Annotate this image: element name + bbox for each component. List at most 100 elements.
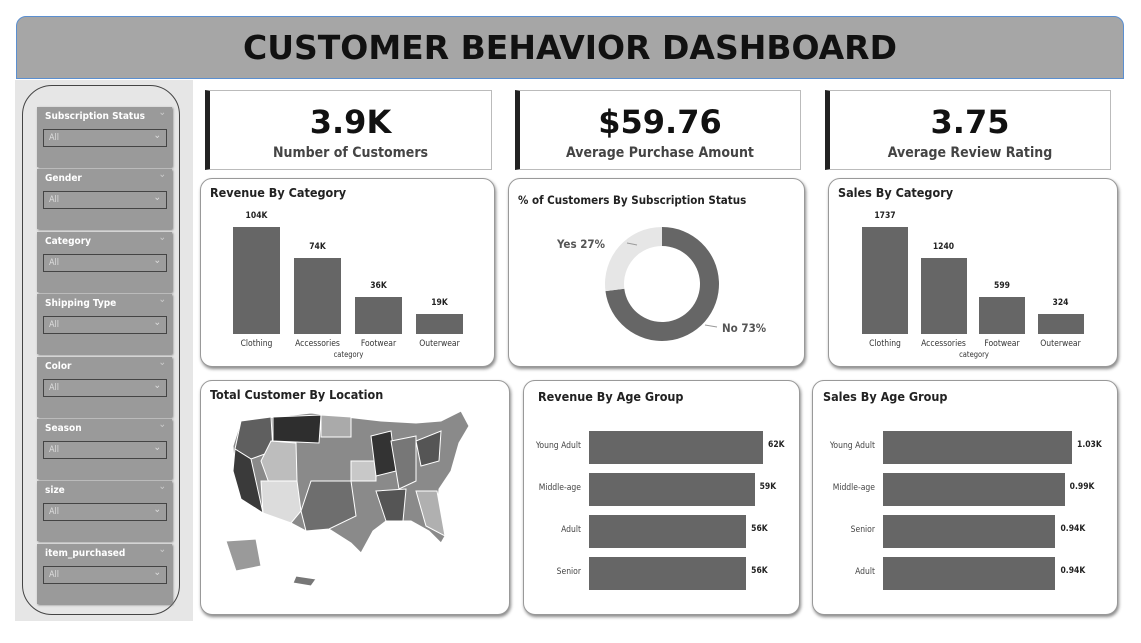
chart-title: Sales By Age Group [823, 389, 948, 404]
sales-by-age-chart[interactable]: Sales By Age Group Young Adult 1.03K Middle… [812, 380, 1118, 615]
slicer-season[interactable]: Season ⌄ All ⌄ [37, 419, 172, 479]
chevron-down-icon[interactable]: ⌄ [158, 294, 166, 306]
donut-svg [605, 227, 719, 341]
chevron-down-icon: ⌄ [153, 442, 161, 453]
slicer-value: All [49, 507, 60, 518]
slicer-item-purchased[interactable]: item_purchased ⌄ All ⌄ [37, 543, 172, 604]
label-no: No 73% [722, 321, 767, 335]
x-axis-label: category [959, 350, 989, 359]
slicer-value: All [49, 569, 60, 580]
slicer-size[interactable]: size ⌄ All ⌄ [37, 481, 172, 542]
dashboard-header: CUSTOMER BEHAVIOR DASHBOARD [16, 16, 1124, 79]
slicer-shipping-type[interactable]: Shipping Type ⌄ All ⌄ [37, 294, 172, 355]
slicer-label: Season [45, 423, 82, 434]
chevron-down-icon[interactable]: ⌄ [158, 169, 166, 181]
data-label: 0.94K [1060, 566, 1086, 576]
data-label: 19K [431, 298, 448, 309]
category-label: Outerwear [419, 339, 460, 349]
chevron-down-icon[interactable]: ⌄ [158, 543, 166, 555]
data-label: 59K [759, 482, 777, 492]
category-label: Adult [855, 567, 875, 577]
category-label: Middle-age [832, 483, 875, 493]
kpi-value: $59.76 [598, 103, 722, 141]
bar [233, 227, 280, 334]
kpi-number-of-customers: 3.9K Number of Customers [205, 90, 492, 170]
data-label: 56K [751, 566, 768, 576]
kpi-label: Average Purchase Amount [566, 145, 754, 161]
chevron-down-icon[interactable]: ⌄ [158, 231, 166, 243]
slicer-color[interactable]: Color ⌄ All ⌄ [37, 356, 172, 417]
chart-title: % of Customers By Subscription Status [518, 193, 747, 207]
chevron-down-icon: ⌄ [153, 254, 161, 266]
chevron-down-icon: ⌄ [153, 130, 161, 141]
bar [355, 296, 402, 334]
kpi-label: Average Review Rating [887, 145, 1053, 161]
leader-line [704, 324, 718, 328]
slicer-dropdown[interactable]: All ⌄ [43, 378, 167, 397]
slicer-dropdown[interactable]: All ⌄ [43, 441, 167, 459]
category-label: Outerwear [1040, 339, 1081, 349]
bar [920, 257, 967, 334]
chart-title: Revenue By Age Group [538, 389, 684, 404]
chevron-down-icon[interactable]: ⌄ [158, 481, 166, 493]
slicer-value: All [49, 320, 60, 331]
bar [979, 297, 1025, 334]
revenue-by-category-chart[interactable]: Revenue By Category category 104K Clothing… [200, 178, 495, 367]
bar [589, 557, 747, 590]
revenue-by-age-chart[interactable]: Revenue By Age Group Young Adult 62K Middle… [523, 380, 800, 615]
slicer-dropdown[interactable]: All ⌄ [43, 503, 167, 522]
slicer-dropdown[interactable]: All ⌄ [43, 316, 167, 335]
category-label: Middle-age [538, 483, 581, 493]
label-yes: Yes 27% [557, 237, 605, 251]
chevron-down-icon: ⌄ [153, 566, 161, 578]
filter-panel-outline [22, 85, 180, 615]
kpi-value: 3.9K [309, 103, 392, 141]
bar [589, 515, 747, 548]
slicer-label: item_purchased [45, 547, 126, 559]
customer-by-location-map[interactable]: Total Customer By Location [200, 380, 510, 615]
slicer-dropdown[interactable]: All ⌄ [43, 253, 167, 272]
subscription-status-chart[interactable]: % of Customers By Subscription Status Ye… [508, 178, 805, 367]
slicer-value: All [49, 257, 60, 268]
x-axis-label: category [333, 350, 364, 359]
bar [589, 473, 755, 506]
chevron-down-icon[interactable]: ⌄ [158, 419, 166, 430]
bar [589, 431, 763, 464]
slicer-dropdown[interactable]: All ⌄ [43, 565, 167, 584]
chevron-down-icon[interactable]: ⌄ [158, 107, 166, 118]
slicer-label: Subscription Status [45, 111, 145, 122]
bar [883, 515, 1056, 548]
leader-line [626, 242, 638, 246]
category-label: Senior [556, 567, 581, 577]
us-map [225, 410, 470, 587]
category-label: Accessories [295, 339, 340, 349]
donut-slice-yes[interactable] [605, 227, 662, 292]
slicer-label: size [45, 485, 65, 497]
slicer-dropdown[interactable]: All ⌄ [43, 191, 167, 210]
sales-by-category-chart[interactable]: Sales By Category category 1737 Clothing 12… [828, 178, 1118, 367]
data-label: 0.99K [1069, 482, 1095, 492]
donut-slice-no[interactable] [605, 227, 719, 341]
bar [1037, 314, 1084, 334]
chevron-down-icon: ⌄ [153, 379, 161, 391]
data-label: 1240 [932, 241, 955, 252]
bar [862, 227, 908, 334]
chevron-down-icon: ⌄ [153, 317, 161, 329]
category-label: Footwear [360, 339, 397, 349]
chart-title: Total Customer By Location [210, 387, 384, 402]
category-label: Young Adult [535, 441, 581, 451]
slicer-subscription-status[interactable]: Subscription Status ⌄ All ⌄ [37, 107, 172, 167]
data-label: 1.03K [1077, 440, 1102, 450]
slicer-value: All [49, 195, 60, 206]
data-label: 0.94K [1060, 524, 1086, 534]
chevron-down-icon[interactable]: ⌄ [158, 356, 166, 368]
category-label: Clothing [869, 339, 901, 349]
chart-title: Revenue By Category [210, 185, 347, 200]
slicer-gender[interactable]: Gender ⌄ All ⌄ [37, 169, 172, 230]
slicer-dropdown[interactable]: All ⌄ [43, 129, 167, 147]
slicer-label: Category [45, 235, 92, 247]
slicer-category[interactable]: Category ⌄ All ⌄ [37, 231, 172, 292]
kpi-average-review-rating: 3.75 Average Review Rating [825, 90, 1111, 170]
chevron-down-icon: ⌄ [153, 504, 161, 516]
bar [416, 314, 463, 334]
